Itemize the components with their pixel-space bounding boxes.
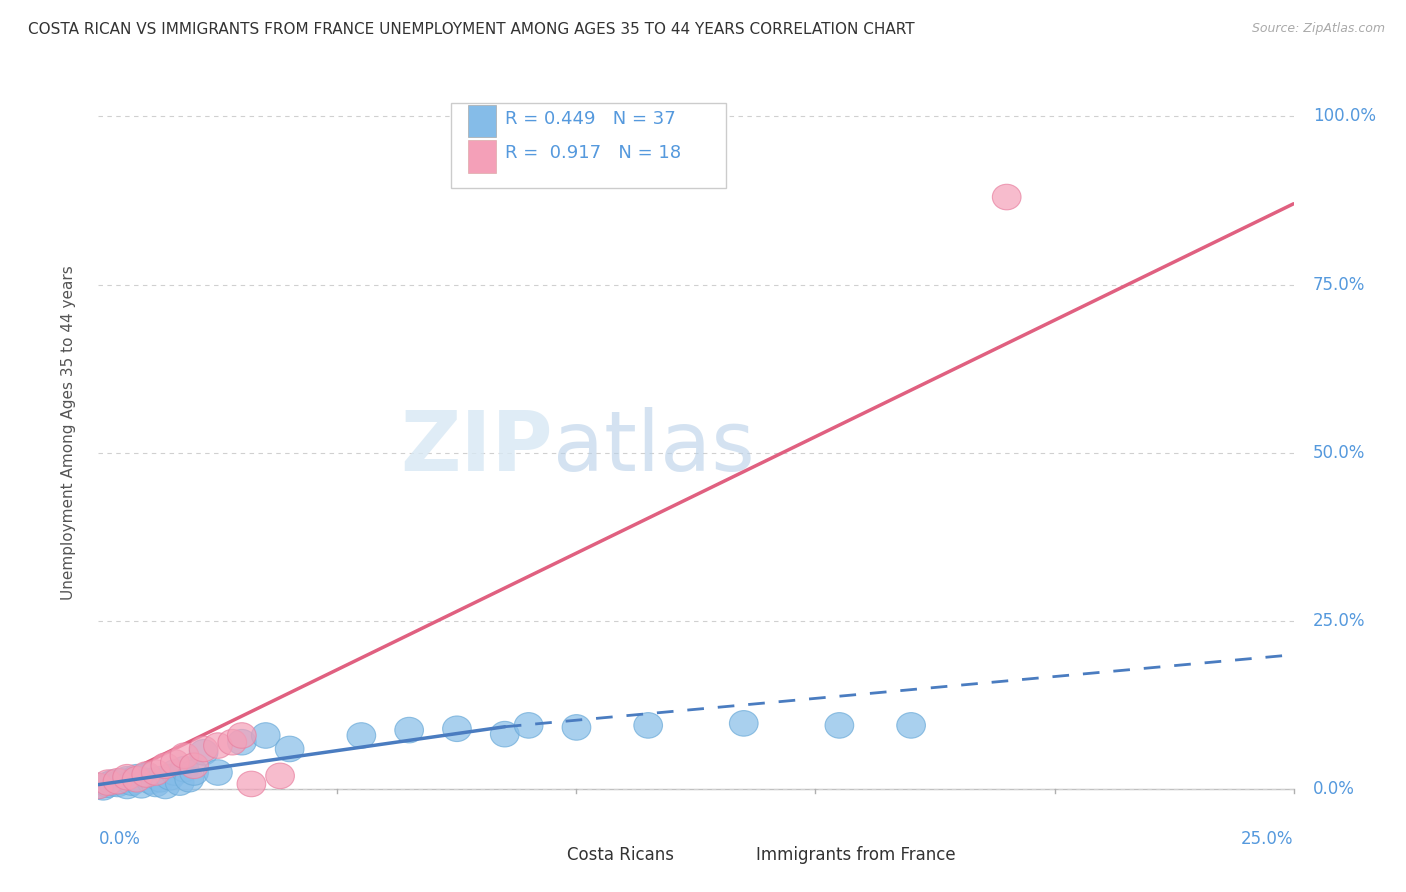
Ellipse shape bbox=[634, 713, 662, 739]
Ellipse shape bbox=[228, 730, 256, 755]
Text: ZIP: ZIP bbox=[401, 407, 553, 488]
Text: Costa Ricans: Costa Ricans bbox=[567, 846, 673, 863]
Ellipse shape bbox=[146, 766, 174, 792]
Ellipse shape bbox=[174, 766, 204, 792]
Text: 25.0%: 25.0% bbox=[1241, 830, 1294, 847]
Ellipse shape bbox=[160, 749, 190, 775]
Ellipse shape bbox=[204, 760, 232, 785]
Ellipse shape bbox=[730, 711, 758, 736]
Ellipse shape bbox=[118, 770, 146, 796]
Text: 25.0%: 25.0% bbox=[1313, 612, 1365, 630]
Ellipse shape bbox=[825, 713, 853, 739]
Ellipse shape bbox=[103, 769, 132, 794]
Text: Source: ZipAtlas.com: Source: ZipAtlas.com bbox=[1251, 22, 1385, 36]
Ellipse shape bbox=[94, 772, 122, 797]
Ellipse shape bbox=[190, 739, 218, 765]
Ellipse shape bbox=[228, 723, 256, 748]
FancyBboxPatch shape bbox=[451, 103, 725, 188]
Ellipse shape bbox=[142, 760, 170, 785]
Ellipse shape bbox=[515, 713, 543, 739]
Ellipse shape bbox=[112, 766, 142, 792]
Ellipse shape bbox=[993, 185, 1021, 210]
Ellipse shape bbox=[142, 772, 170, 797]
Ellipse shape bbox=[103, 772, 132, 797]
Ellipse shape bbox=[190, 736, 218, 762]
Text: R =  0.917   N = 18: R = 0.917 N = 18 bbox=[505, 144, 681, 161]
Ellipse shape bbox=[204, 733, 232, 758]
Ellipse shape bbox=[89, 774, 118, 800]
Ellipse shape bbox=[122, 764, 150, 790]
FancyBboxPatch shape bbox=[537, 840, 561, 869]
FancyBboxPatch shape bbox=[468, 140, 496, 173]
Ellipse shape bbox=[156, 764, 184, 790]
Text: 50.0%: 50.0% bbox=[1313, 444, 1365, 462]
Text: 75.0%: 75.0% bbox=[1313, 276, 1365, 293]
Ellipse shape bbox=[136, 769, 166, 794]
Ellipse shape bbox=[170, 743, 198, 769]
Ellipse shape bbox=[170, 756, 198, 782]
Text: COSTA RICAN VS IMMIGRANTS FROM FRANCE UNEMPLOYMENT AMONG AGES 35 TO 44 YEARS COR: COSTA RICAN VS IMMIGRANTS FROM FRANCE UN… bbox=[28, 22, 915, 37]
Ellipse shape bbox=[112, 764, 142, 790]
Ellipse shape bbox=[132, 763, 160, 789]
Ellipse shape bbox=[252, 723, 280, 748]
Text: R = 0.449   N = 37: R = 0.449 N = 37 bbox=[505, 110, 675, 128]
Ellipse shape bbox=[84, 773, 112, 798]
Ellipse shape bbox=[166, 770, 194, 796]
Text: 0.0%: 0.0% bbox=[98, 830, 141, 847]
Ellipse shape bbox=[218, 730, 246, 755]
Ellipse shape bbox=[491, 722, 519, 747]
Ellipse shape bbox=[897, 713, 925, 739]
Ellipse shape bbox=[84, 773, 112, 798]
Ellipse shape bbox=[180, 760, 208, 785]
Text: 100.0%: 100.0% bbox=[1313, 107, 1375, 125]
Ellipse shape bbox=[98, 770, 127, 796]
Text: 0.0%: 0.0% bbox=[1313, 780, 1354, 798]
Ellipse shape bbox=[150, 753, 180, 779]
Text: atlas: atlas bbox=[553, 407, 754, 488]
FancyBboxPatch shape bbox=[724, 840, 748, 869]
Ellipse shape bbox=[180, 753, 208, 779]
Ellipse shape bbox=[562, 714, 591, 740]
Ellipse shape bbox=[94, 770, 122, 796]
Ellipse shape bbox=[160, 760, 190, 785]
Ellipse shape bbox=[276, 736, 304, 762]
Text: Unemployment Among Ages 35 to 44 years: Unemployment Among Ages 35 to 44 years bbox=[60, 265, 76, 600]
Ellipse shape bbox=[108, 769, 136, 794]
FancyBboxPatch shape bbox=[468, 104, 496, 137]
Ellipse shape bbox=[150, 773, 180, 798]
Ellipse shape bbox=[238, 772, 266, 797]
Ellipse shape bbox=[395, 717, 423, 743]
Ellipse shape bbox=[132, 762, 160, 788]
Ellipse shape bbox=[347, 723, 375, 748]
Ellipse shape bbox=[266, 763, 294, 789]
Ellipse shape bbox=[443, 716, 471, 741]
Ellipse shape bbox=[112, 773, 142, 798]
Ellipse shape bbox=[122, 766, 150, 792]
Text: Immigrants from France: Immigrants from France bbox=[756, 846, 955, 863]
Ellipse shape bbox=[127, 772, 156, 798]
